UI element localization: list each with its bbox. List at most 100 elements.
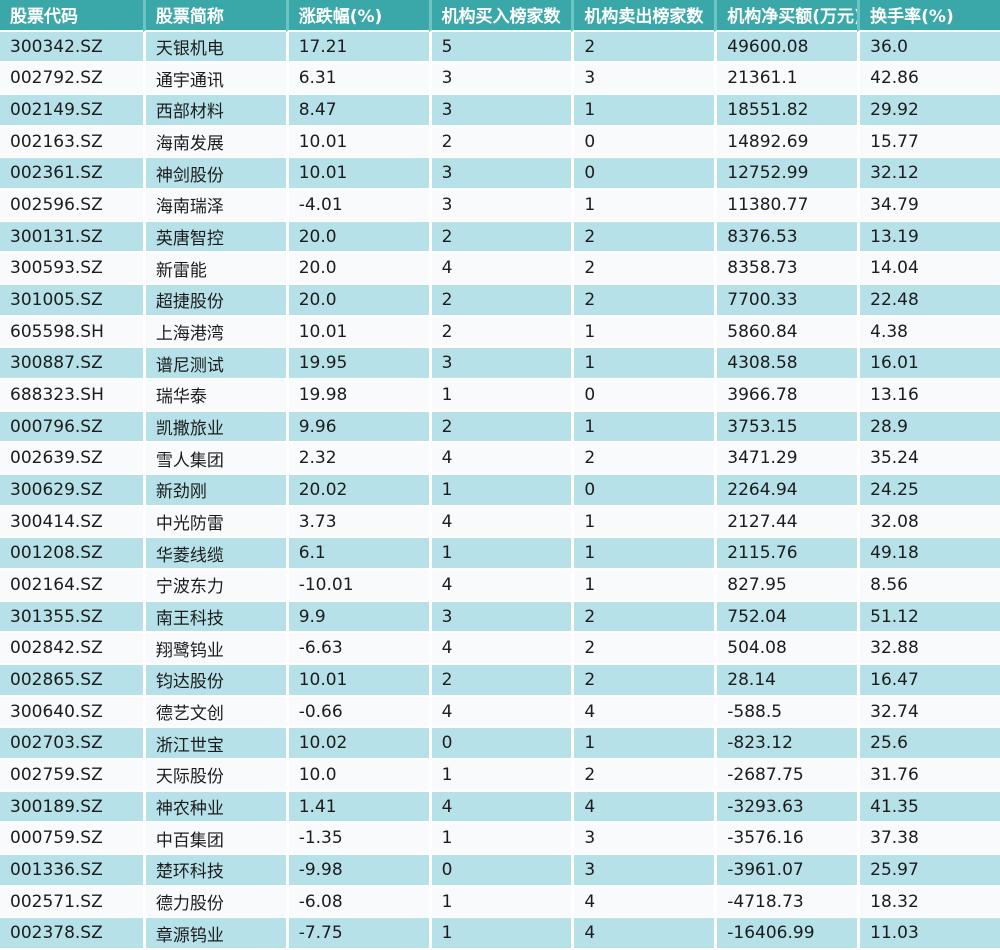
cell-inst-buy-count: 2 [428, 665, 572, 697]
cell-change-pct: -0.66 [285, 696, 429, 729]
cell-turnover-rate: 4.38 [857, 316, 1000, 349]
cell-inst-buy-count: 0 [428, 728, 572, 761]
cell-inst-buy-count: 1 [428, 380, 572, 412]
cell-change-pct: 2.32 [285, 443, 429, 476]
cell-inst-sell-count: 2 [571, 633, 715, 666]
cell-inst-net-buy: 2127.44 [714, 506, 858, 539]
cell-stock-code: 000796.SZ [0, 411, 143, 444]
cell-turnover-rate: 32.74 [857, 696, 1000, 729]
cell-inst-buy-count: 4 [428, 570, 572, 602]
cell-stock-name: 浙江世宝 [142, 728, 286, 761]
table-row: 300887.SZ 谱尼测试 19.95 3 1 4308.58 16.01 [0, 348, 1000, 381]
table-row: 002865.SZ 钧达股份 10.01 2 2 28.14 16.47 [0, 665, 1000, 697]
cell-inst-sell-count: 1 [571, 570, 715, 602]
cell-stock-code: 605598.SH [0, 316, 143, 349]
cell-stock-name: 上海港湾 [142, 316, 286, 349]
cell-inst-sell-count: 1 [571, 411, 715, 444]
cell-turnover-rate: 51.12 [857, 601, 1000, 634]
cell-change-pct: 8.47 [285, 95, 429, 127]
cell-inst-net-buy: 21361.1 [714, 63, 858, 96]
cell-inst-buy-count: 4 [428, 633, 572, 666]
cell-change-pct: 19.95 [285, 348, 429, 381]
cell-turnover-rate: 36.0 [857, 31, 1000, 64]
cell-inst-buy-count: 4 [428, 791, 572, 824]
cell-change-pct: 10.01 [285, 316, 429, 349]
cell-stock-code: 301355.SZ [0, 601, 143, 634]
cell-change-pct: 20.0 [285, 253, 429, 286]
table-row: 000796.SZ 凯撒旅业 9.96 2 1 3753.15 28.9 [0, 411, 1000, 444]
cell-stock-code: 300131.SZ [0, 221, 143, 254]
cell-inst-sell-count: 4 [571, 886, 715, 919]
cell-stock-name: 德力股份 [142, 886, 286, 919]
cell-inst-net-buy: 11380.77 [714, 190, 858, 222]
cell-turnover-rate: 32.08 [857, 506, 1000, 539]
cell-change-pct: 10.02 [285, 728, 429, 761]
cell-inst-net-buy: -823.12 [714, 728, 858, 761]
cell-inst-buy-count: 2 [428, 285, 572, 317]
cell-inst-buy-count: 4 [428, 253, 572, 286]
cell-inst-sell-count: 4 [571, 696, 715, 729]
header-cell-stock-code: 股票代码 [0, 0, 143, 32]
cell-change-pct: -7.75 [285, 918, 429, 950]
cell-change-pct: 9.96 [285, 411, 429, 444]
cell-change-pct: 10.0 [285, 760, 429, 792]
table-row: 605598.SH 上海港湾 10.01 2 1 5860.84 4.38 [0, 316, 1000, 349]
cell-turnover-rate: 18.32 [857, 886, 1000, 919]
cell-inst-sell-count: 2 [571, 221, 715, 254]
table-row: 002164.SZ 宁波东力 -10.01 4 1 827.95 8.56 [0, 570, 1000, 602]
cell-turnover-rate: 16.01 [857, 348, 1000, 381]
cell-stock-code: 688323.SH [0, 380, 143, 412]
cell-inst-net-buy: 3753.15 [714, 411, 858, 444]
cell-stock-name: 翔鹭钨业 [142, 633, 286, 666]
cell-change-pct: 3.73 [285, 506, 429, 539]
cell-stock-code: 300887.SZ [0, 348, 143, 381]
cell-inst-net-buy: -2687.75 [714, 760, 858, 792]
cell-inst-buy-count: 1 [428, 538, 572, 571]
cell-stock-code: 300189.SZ [0, 791, 143, 824]
cell-stock-name: 天际股份 [142, 760, 286, 792]
cell-stock-code: 300629.SZ [0, 475, 143, 507]
header-cell-inst-buy-count: 机构买入榜家数 [428, 0, 572, 32]
cell-stock-code: 002164.SZ [0, 570, 143, 602]
cell-stock-name: 西部材料 [142, 95, 286, 127]
cell-inst-sell-count: 1 [571, 316, 715, 349]
cell-inst-buy-count: 2 [428, 316, 572, 349]
cell-inst-buy-count: 2 [428, 221, 572, 254]
cell-stock-code: 300342.SZ [0, 31, 143, 64]
cell-stock-name: 楚环科技 [142, 855, 286, 887]
cell-turnover-rate: 25.6 [857, 728, 1000, 761]
cell-stock-name: 瑞华泰 [142, 380, 286, 412]
cell-change-pct: 20.02 [285, 475, 429, 507]
cell-stock-code: 002149.SZ [0, 95, 143, 127]
cell-turnover-rate: 28.9 [857, 411, 1000, 444]
cell-stock-code: 002842.SZ [0, 633, 143, 666]
table-row: 300131.SZ 英唐智控 20.0 2 2 8376.53 13.19 [0, 221, 1000, 254]
cell-stock-name: 神农种业 [142, 791, 286, 824]
cell-change-pct: -1.35 [285, 823, 429, 856]
table-row: 001336.SZ 楚环科技 -9.98 0 3 -3961.07 25.97 [0, 855, 1000, 887]
cell-inst-net-buy: -16406.99 [714, 918, 858, 950]
table-row: 300629.SZ 新劲刚 20.02 1 0 2264.94 24.25 [0, 475, 1000, 507]
cell-turnover-rate: 25.97 [857, 855, 1000, 887]
cell-inst-buy-count: 4 [428, 506, 572, 539]
cell-change-pct: 6.1 [285, 538, 429, 571]
table-row: 002378.SZ 章源钨业 -7.75 1 4 -16406.99 11.03 [0, 918, 1000, 950]
cell-change-pct: 17.21 [285, 31, 429, 64]
cell-stock-code: 002703.SZ [0, 728, 143, 761]
table-row: 002149.SZ 西部材料 8.47 3 1 18551.82 29.92 [0, 95, 1000, 127]
header-row: 股票代码 股票简称 涨跌幅(%) 机构买入榜家数 机构卖出榜家数 机构净买额(万元) 换手率… [0, 0, 1000, 32]
cell-inst-net-buy: -588.5 [714, 696, 858, 729]
cell-inst-net-buy: 8376.53 [714, 221, 858, 254]
cell-change-pct: 10.01 [285, 665, 429, 697]
table-row: 301005.SZ 超捷股份 20.0 2 2 7700.33 22.48 [0, 285, 1000, 317]
cell-inst-buy-count: 3 [428, 63, 572, 96]
cell-stock-name: 雪人集团 [142, 443, 286, 476]
cell-turnover-rate: 31.76 [857, 760, 1000, 792]
cell-inst-sell-count: 1 [571, 538, 715, 571]
cell-inst-sell-count: 2 [571, 601, 715, 634]
cell-inst-sell-count: 2 [571, 253, 715, 286]
cell-turnover-rate: 13.19 [857, 221, 1000, 254]
cell-inst-buy-count: 2 [428, 411, 572, 444]
cell-inst-net-buy: 2115.76 [714, 538, 858, 571]
